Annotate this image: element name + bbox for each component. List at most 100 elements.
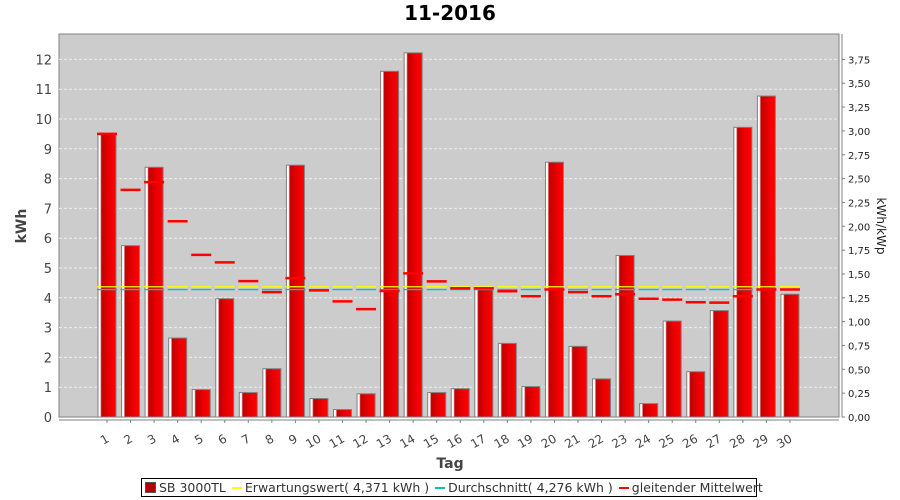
x-tick-label: 13 [374,431,394,451]
x-tick-label: 26 [680,431,700,451]
legend-swatch [435,486,446,489]
bar-day-22 [592,378,612,418]
y-right-tick-label: 3,00 [848,127,870,138]
y-tick-label: 10 [35,113,52,128]
bar-day-29 [756,95,776,418]
y-tick-label: 7 [44,202,52,217]
x-tick-label: 16 [445,431,465,451]
x-tick-label: 15 [421,431,441,451]
legend: SB 3000TL Erwartungswert( 4,371 kWh ) Du… [141,478,763,497]
x-tick-label: 5 [192,431,206,447]
y-right-tick-label: 2,50 [848,175,870,186]
bar-day-8 [262,368,282,418]
x-tick-label: 24 [633,431,653,451]
x-tick-label: 2 [121,431,135,447]
y-right-tick-label: 1,25 [848,294,870,305]
bar-day-3 [144,166,164,418]
x-tick-label: 1 [98,431,112,447]
bar-day-30 [780,293,800,418]
bar-day-25 [662,320,682,418]
x-tick-label: 23 [609,431,629,451]
legend-item-average: Durchschnitt( 4,276 kWh ) [435,480,613,495]
bar-day-26 [686,371,706,418]
y-right-tick-label: 2,25 [848,198,870,209]
bar-day-17 [474,286,494,418]
y-tick-label: 0 [44,411,52,426]
x-tick-label: 20 [539,431,559,451]
y-tick-label: 1 [44,381,52,396]
bar-day-18 [497,342,517,418]
y-tick-label: 8 [44,173,52,188]
legend-label: gleitender Mittelwert [631,480,763,495]
x-tick-label: 19 [515,431,535,451]
bar-day-16 [450,388,470,418]
y-tick-label: 4 [44,292,52,307]
y-right-tick-label: 0,75 [848,341,870,352]
legend-label: Erwartungswert( 4,371 kWh ) [244,480,430,495]
bar-day-24 [639,403,659,418]
legend-swatch [145,482,156,493]
bar-day-1 [97,133,117,418]
y-axis-label: kWh [14,209,30,244]
x-axis-label: Tag [436,456,463,472]
bar-day-10 [309,398,329,418]
bar-day-28 [733,126,753,418]
y-right-tick-label: 3,75 [848,55,870,66]
y-tick-label: 11 [35,83,52,98]
bar-day-12 [356,393,376,418]
y-right-tick-label: 1,50 [848,270,870,281]
legend-swatch [231,486,242,489]
legend-label: Durchschnitt( 4,276 kWh ) [448,480,613,495]
legend-item-expected: Erwartungswert( 4,371 kWh ) [231,480,430,495]
bar-day-13 [380,70,400,418]
x-tick-label: 10 [303,431,323,451]
y-tick-label: 6 [44,232,52,247]
bar-day-9 [285,164,305,418]
y-right-tick-label: 1,75 [848,246,870,257]
y-right-tick-label: 2,00 [848,222,870,233]
x-tick-label: 8 [263,431,277,447]
y-tick-label: 2 [44,351,52,366]
x-tick-label: 28 [727,431,747,451]
bar-day-4 [168,337,188,418]
legend-swatch [618,486,629,489]
x-tick-label: 6 [216,431,230,447]
y-tick-label: 12 [35,53,52,68]
y-right-tick-label: 0,50 [848,365,870,376]
x-tick-label: 14 [397,431,417,451]
bar-day-14 [403,52,423,418]
x-tick-label: 21 [562,431,582,451]
x-tick-label: 27 [704,431,724,451]
x-tick-label: 12 [350,431,370,451]
y-right-tick-label: 0,25 [848,389,870,400]
y-right-tick-label: 3,25 [848,103,870,114]
x-tick-label: 7 [239,431,253,447]
y-right-tick-label: 1,00 [848,318,870,329]
bar-day-6 [215,298,235,418]
bar-day-23 [615,254,635,418]
legend-label: SB 3000TL [159,480,226,495]
x-tick-label: 17 [468,431,488,451]
chart-title: 11-2016 [404,1,496,25]
bar-day-5 [191,389,211,418]
x-tick-label: 4 [169,431,183,447]
y-tick-label: 9 [44,143,52,158]
bar-day-21 [568,345,588,418]
bar-day-27 [709,310,729,418]
x-tick-label: 29 [751,431,771,451]
bar-day-11 [333,409,352,418]
legend-item-moving-average: gleitender Mittelwert [618,480,763,495]
y-right-tick-label: 3,50 [848,79,870,90]
y-right-tick-label: 0,00 [848,413,870,424]
x-tick-label: 30 [774,431,794,451]
y-tick-label: 3 [44,322,52,337]
y-right-axis-label: kWh/kWp [874,198,888,255]
bar-day-7 [238,392,258,418]
x-tick-label: 9 [286,431,300,447]
legend-item-bars: SB 3000TL [145,480,226,495]
bar-day-19 [521,386,541,418]
x-tick-label: 18 [492,431,512,451]
x-tick-label: 11 [327,431,347,451]
bar-day-15 [427,392,447,418]
y-right-tick-label: 2,75 [848,151,870,162]
